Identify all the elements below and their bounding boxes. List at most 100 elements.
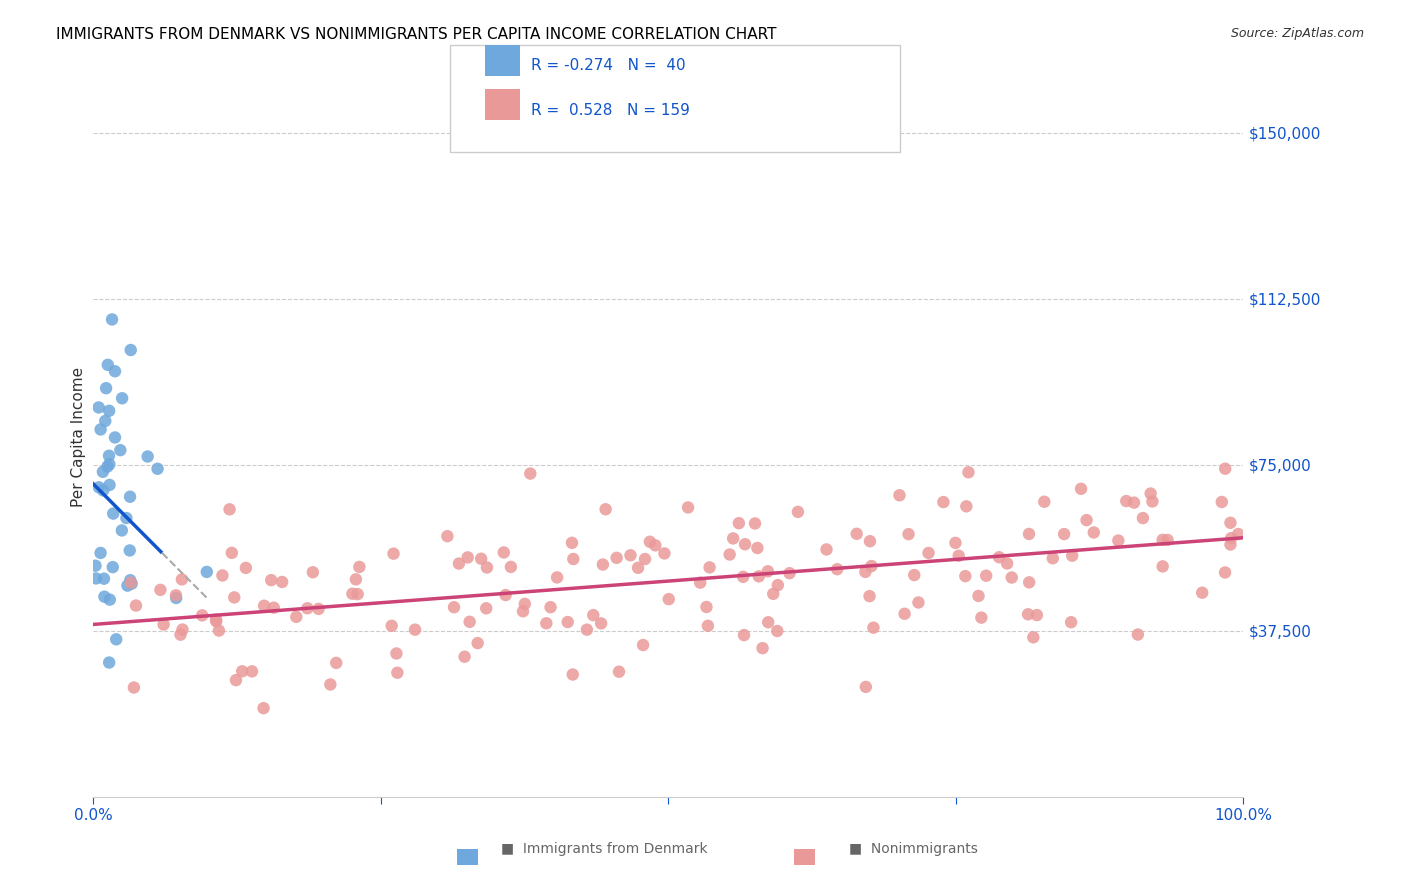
Point [122,681,145,695]
Point [447,557,470,571]
Point [120,575,142,590]
Point [118,543,141,558]
Point [297,601,319,615]
Point [225,673,247,687]
Text: ■  Immigrants from Denmark: ■ Immigrants from Denmark [502,842,707,856]
Point [319,677,342,691]
Point [606,550,628,565]
Point [120,573,142,587]
Point [111,524,134,538]
Point [91,483,114,498]
Point [470,551,492,566]
Point [1156,533,1178,547]
Point [195,565,218,579]
Point [101,560,124,574]
Point [118,490,141,504]
Point [387,665,409,680]
Point [110,443,132,458]
Point [260,573,283,587]
Point [90,422,112,436]
Point [676,500,699,515]
Point [582,608,605,623]
Point [756,564,779,578]
Point [903,568,925,582]
Point [224,591,246,605]
Point [1139,486,1161,500]
Point [695,599,717,614]
Point [1211,495,1233,509]
Point [117,579,139,593]
Point [125,599,148,613]
Point [762,587,785,601]
Point [475,601,498,615]
Point [342,587,364,601]
Point [98,656,121,670]
Point [512,604,534,618]
Point [404,623,426,637]
Point [1042,551,1064,566]
Point [98,457,121,471]
Point [932,495,955,509]
Point [115,511,138,525]
Point [104,364,127,378]
Point [855,680,877,694]
Text: ■  Nonimmigrants: ■ Nonimmigrants [849,842,979,856]
Point [825,562,848,576]
Point [654,546,676,560]
Point [619,549,641,563]
Y-axis label: Per Capita Income: Per Capita Income [72,367,86,508]
Point [733,628,755,642]
Point [1219,537,1241,551]
Text: R = -0.274   N =  40: R = -0.274 N = 40 [531,58,686,73]
Point [382,547,405,561]
Point [1227,527,1250,541]
Point [1083,525,1105,540]
Point [689,575,711,590]
Point [1017,607,1039,622]
Point [561,667,583,681]
Point [87,401,110,415]
Point [733,570,755,584]
Point [136,450,159,464]
Point [208,624,231,638]
Point [513,597,536,611]
Point [592,558,614,572]
Point [1062,549,1084,563]
Point [1060,615,1083,630]
Point [644,538,666,552]
Point [766,578,789,592]
Point [349,560,371,574]
Point [1152,559,1174,574]
Point [536,616,558,631]
Point [457,550,479,565]
Point [995,557,1018,571]
Point [211,568,233,582]
Point [325,656,347,670]
Point [699,560,721,574]
Point [744,516,766,531]
Point [499,560,522,574]
Point [253,599,276,613]
Point [467,636,489,650]
Point [779,566,801,581]
Point [205,615,228,629]
Point [146,462,169,476]
Point [751,641,773,656]
Point [93,590,115,604]
Point [104,430,127,444]
Point [1152,533,1174,547]
Point [263,600,285,615]
Point [98,592,121,607]
Point [1018,575,1040,590]
Point [105,632,128,647]
Point [607,665,630,679]
Point [1219,516,1241,530]
Text: IMMIGRANTS FROM DENMARK VS NONIMMIGRANTS PER CAPITA INCOME CORRELATION CHART: IMMIGRANTS FROM DENMARK VS NONIMMIGRANTS… [56,27,776,42]
Point [1033,494,1056,508]
Point [103,507,125,521]
Point [945,536,967,550]
Point [948,549,970,563]
Point [94,381,117,395]
Point [1142,494,1164,508]
Point [627,561,650,575]
